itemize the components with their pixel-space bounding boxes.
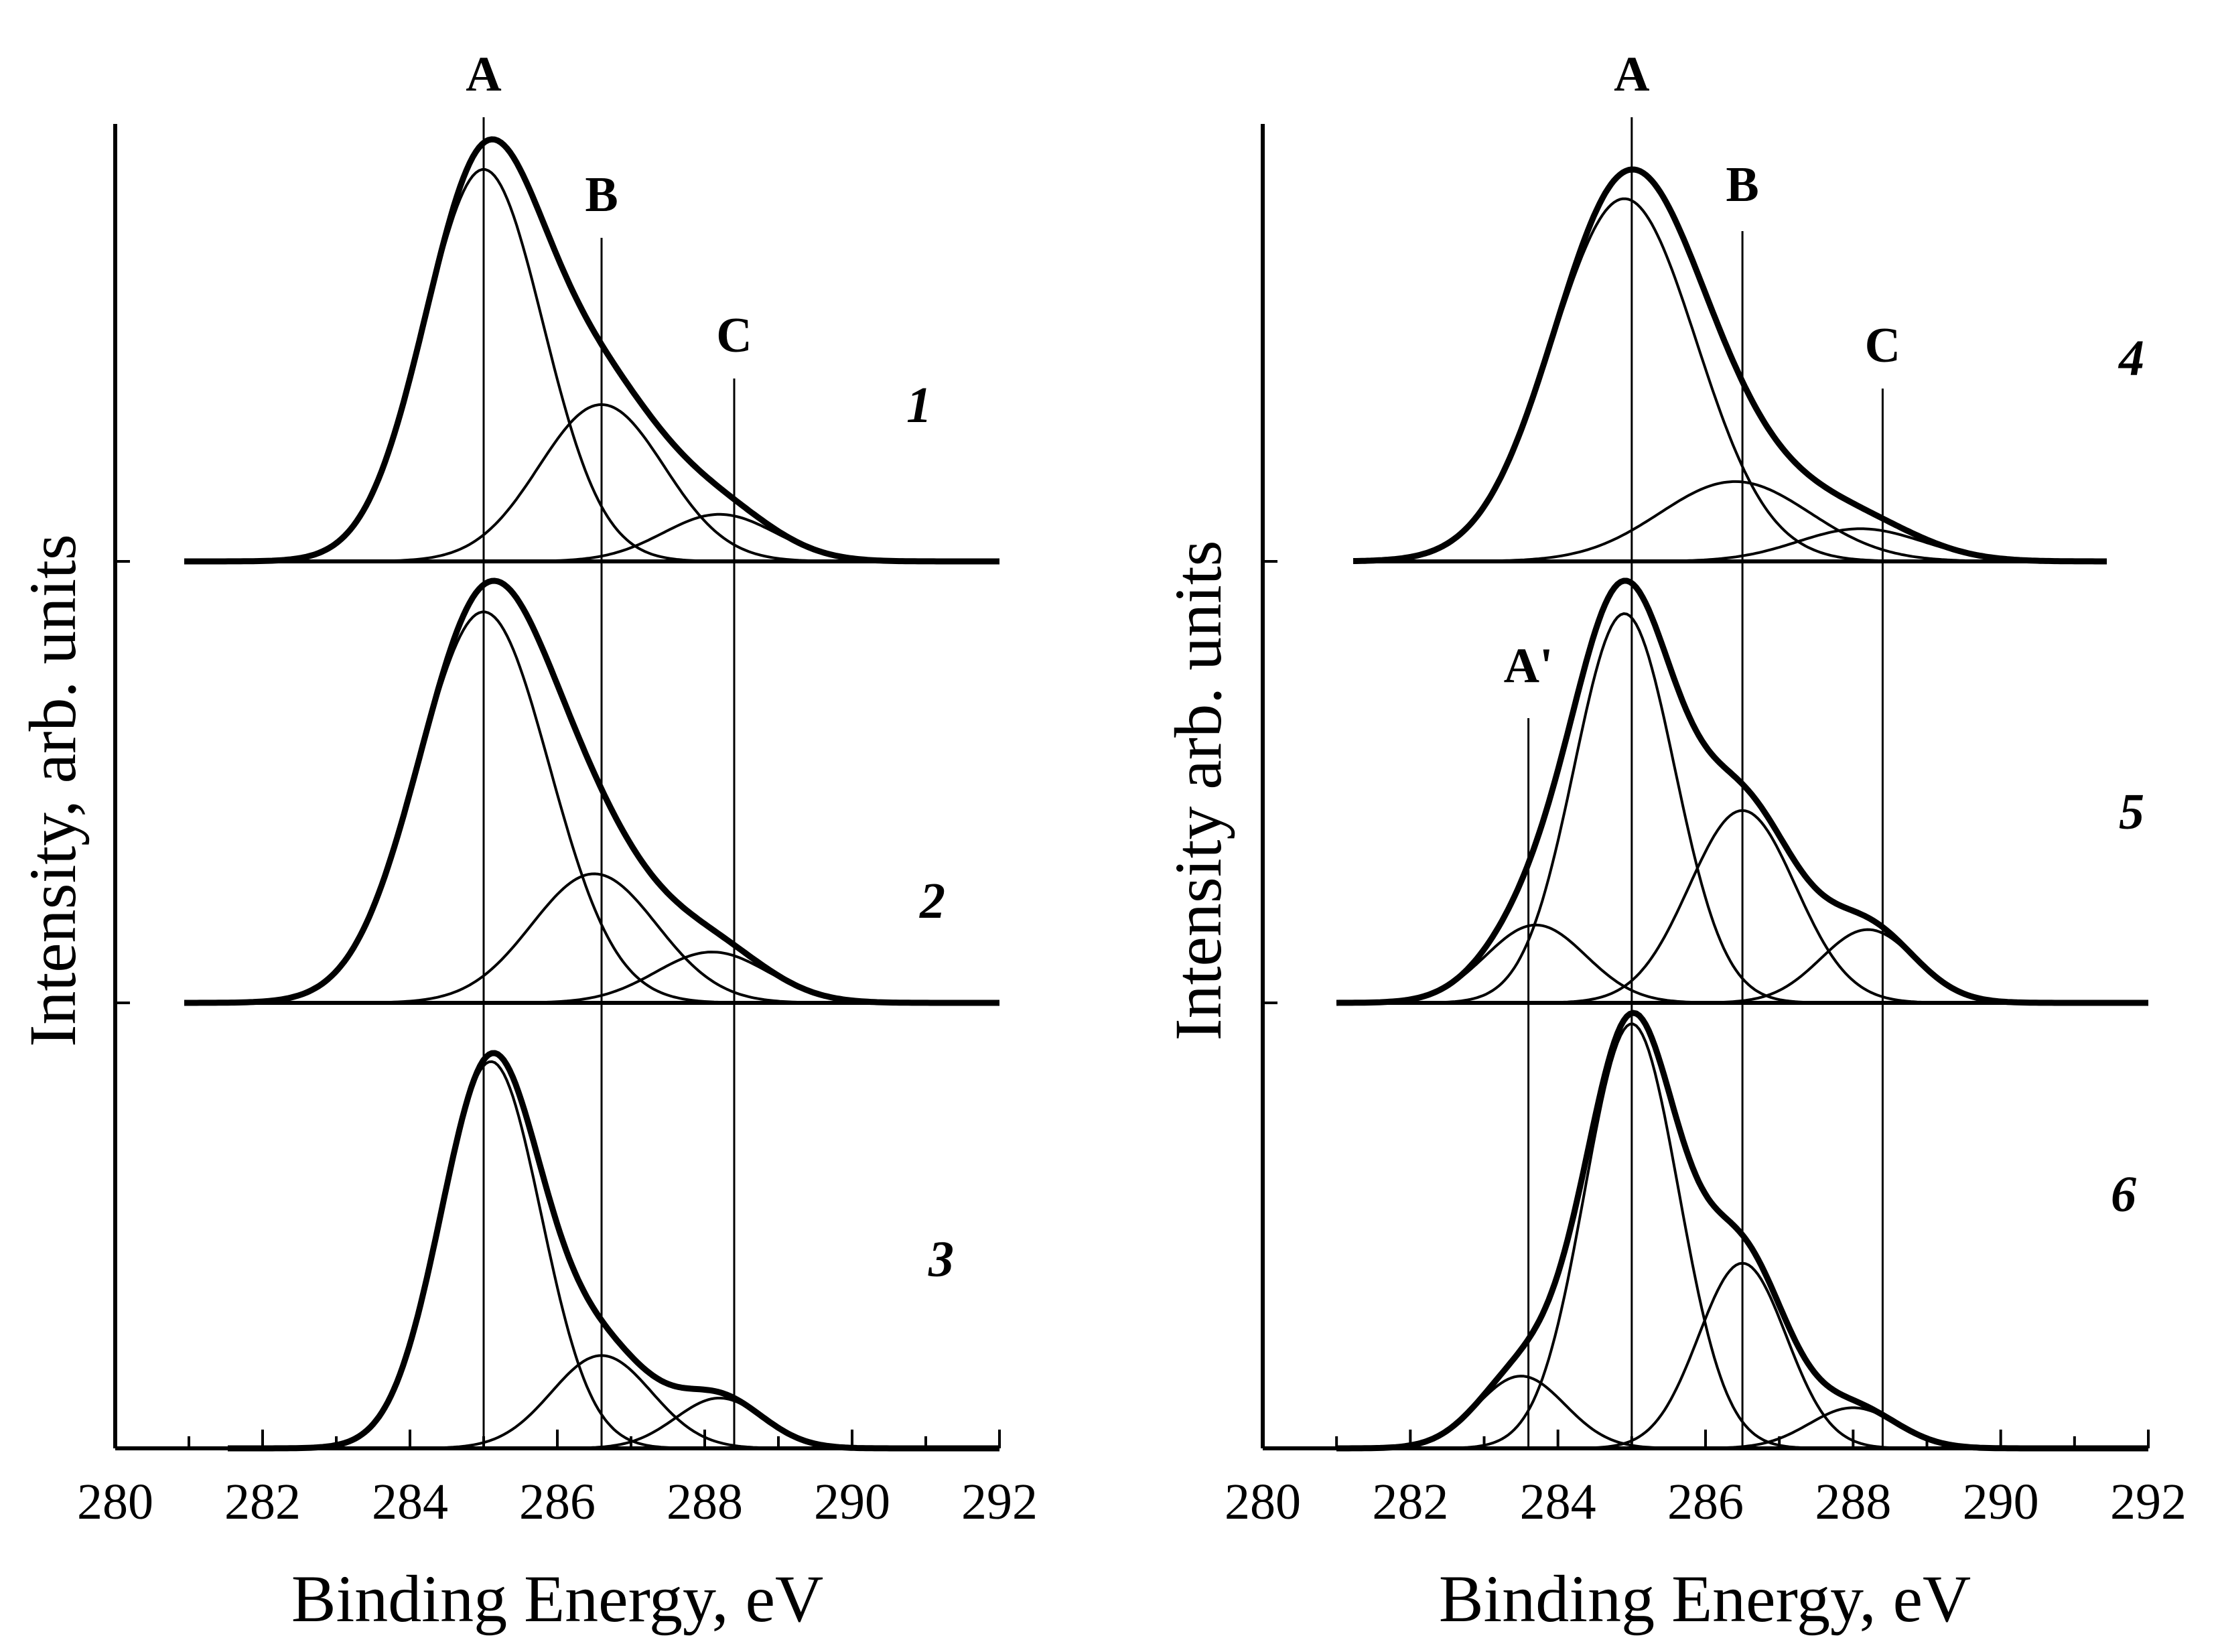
peak-label: C [1865, 318, 1900, 373]
x-tick-label: 282 [224, 1474, 301, 1530]
x-tick-label: 286 [1667, 1474, 1744, 1530]
x-tick-label: 288 [667, 1474, 743, 1530]
spectrum-number-label: 3 [928, 1231, 954, 1288]
component-B-curve [184, 872, 999, 1004]
spectrum-number-label: 2 [919, 873, 945, 929]
spectrum-4: 4 [1353, 166, 2144, 565]
peak-label: B [1726, 157, 1758, 212]
envelope-curve [1353, 166, 2107, 565]
spectrum-number-label: 4 [2118, 330, 2144, 387]
envelope-curve [227, 1050, 1000, 1452]
spectrum-number-label: 5 [2119, 784, 2144, 840]
component-B-curve [184, 403, 999, 563]
envelope-curve [184, 136, 999, 565]
left-x-axis-title: Binding Energy, eV [291, 1562, 823, 1636]
x-tick-label: 290 [814, 1474, 890, 1530]
component-A-curve [184, 610, 999, 1004]
left-panel: 1 2 3 A B C 280 282 284 286 288 290 292 Binding En… [15, 47, 1038, 1636]
x-tick-label: 280 [77, 1474, 153, 1530]
component-B-curve [228, 1354, 999, 1450]
left-y-axis-title: Intensity, arb. units [15, 534, 90, 1047]
spectrum-1: 1 [184, 136, 999, 565]
left-axes: 280 282 284 286 288 290 292 [77, 124, 1038, 1530]
spectrum-2: 2 [184, 577, 999, 1006]
spectrum-3: 3 [227, 1050, 1000, 1452]
right-peak-markers: A' A B C [1504, 47, 1900, 1448]
right-axes: 280 282 284 286 288 290 292 [1225, 124, 2187, 1530]
envelope-curve [184, 577, 999, 1006]
x-tick-label: 280 [1225, 1474, 1301, 1530]
component-A-curve [1353, 197, 2107, 563]
right-y-axis-title: Intensity arb. units [1161, 540, 1235, 1040]
component-A-curve [228, 1060, 999, 1450]
left-peak-markers: A B C [466, 47, 752, 1448]
right-x-axis-title: Binding Energy, eV [1439, 1562, 1971, 1636]
x-tick-label: 292 [961, 1474, 1038, 1530]
x-tick-label: 292 [2110, 1474, 2187, 1530]
peak-label: A' [1504, 638, 1553, 693]
left-spectra: 1 2 3 [184, 136, 1000, 1452]
peak-label: A [1614, 47, 1649, 102]
peak-label: C [716, 308, 752, 363]
x-tick-label: 284 [1520, 1474, 1596, 1530]
right-panel: 4 5 6 A' A B C 280 282 284 286 288 290 292 Binding … [1161, 47, 2187, 1636]
component-A-curve [184, 168, 999, 563]
peak-label: B [585, 167, 618, 222]
x-tick-label: 290 [1963, 1474, 2039, 1530]
x-tick-label: 284 [372, 1474, 448, 1530]
x-tick-label: 288 [1815, 1474, 1891, 1530]
x-tick-label: 282 [1372, 1474, 1448, 1530]
x-tick-label: 286 [519, 1474, 596, 1530]
spectrum-number-label: 6 [2111, 1166, 2136, 1223]
spectrum-number-label: 1 [906, 377, 932, 433]
peak-label: A [466, 47, 501, 102]
component-B-curve [1353, 480, 2107, 563]
